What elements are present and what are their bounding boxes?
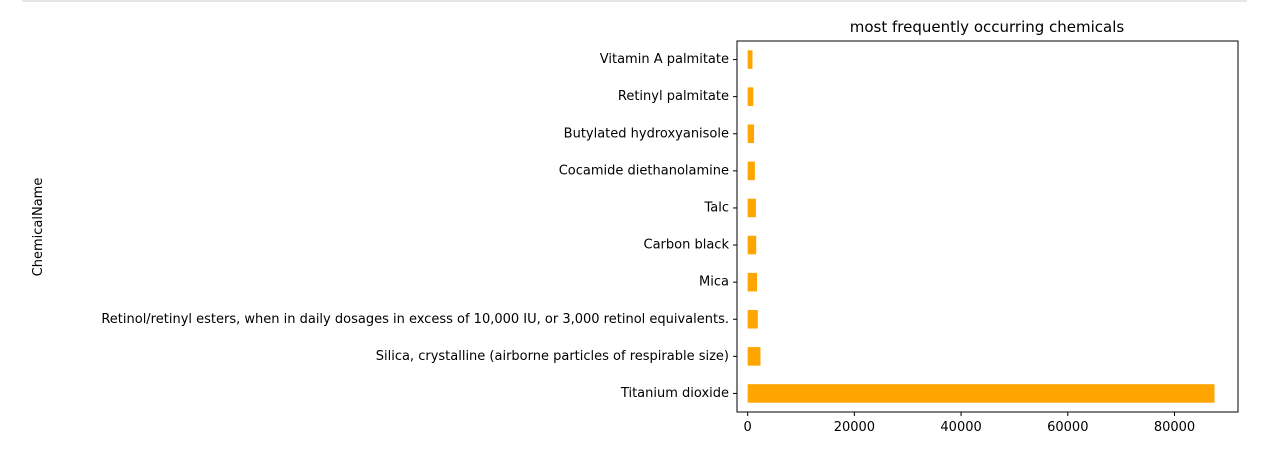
bar	[747, 50, 753, 69]
bar	[747, 161, 755, 181]
bar	[747, 384, 1215, 403]
bar	[747, 87, 754, 106]
bar	[747, 198, 756, 218]
y-tick-label: Talc	[703, 200, 729, 215]
x-tick-label: 20000	[834, 420, 875, 435]
y-ticks-layer: Titanium dioxide Silica, crystalline (air…	[101, 52, 737, 401]
y-tick-label: Carbon black	[644, 238, 730, 253]
bar	[747, 347, 761, 366]
y-tick-label: Titanium dioxide	[620, 386, 729, 401]
y-tick-label: Mica	[699, 275, 729, 290]
x-tick-label: 80000	[1154, 420, 1195, 435]
y-tick-label: Retinol/retinyl esters, when in daily do…	[101, 312, 729, 327]
bar	[747, 309, 758, 329]
bar	[747, 124, 755, 144]
x-tick-label: 0	[744, 420, 752, 435]
y-tick-label: Cocamide diethanolamine	[559, 163, 729, 178]
bars-layer	[747, 50, 1215, 403]
y-tick-label: Silica, crystalline (airborne particles …	[376, 349, 729, 364]
top-divider	[22, 0, 1247, 2]
x-tick-label: 60000	[1047, 420, 1088, 435]
bar	[747, 235, 757, 255]
y-axis-label: ChemicalName	[31, 178, 46, 277]
plot-frame	[736, 40, 1239, 413]
x-ticks-layer: 0 20000 40000 60000 80000	[744, 412, 1195, 435]
y-tick-label: Vitamin A palmitate	[600, 52, 729, 67]
chart-title: most frequently occurring chemicals	[850, 18, 1125, 36]
x-tick-label: 40000	[940, 420, 981, 435]
y-tick-label: Retinyl palmitate	[618, 89, 729, 104]
y-tick-label: Butylated hydroxyanisole	[564, 126, 729, 141]
bar	[747, 272, 758, 292]
